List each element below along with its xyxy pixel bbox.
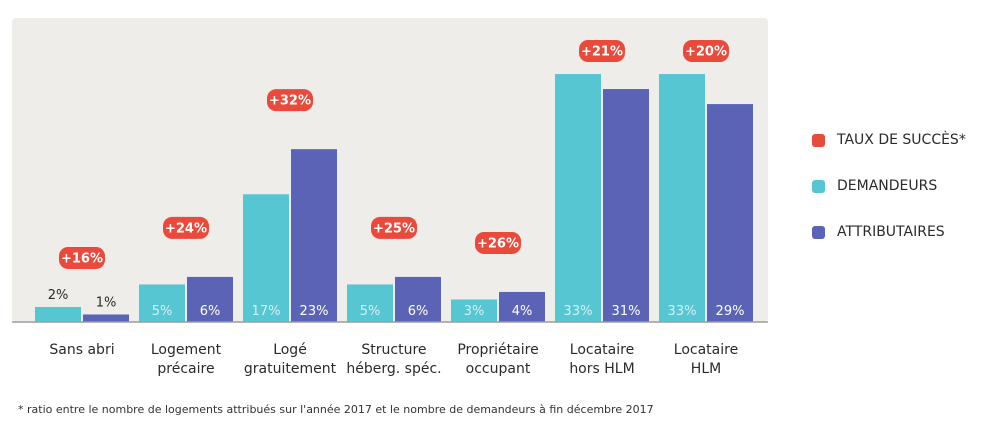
value-label-demandeurs-1: 5%	[152, 304, 173, 319]
bar-attributaires-2	[291, 149, 337, 322]
bar-attributaires-3	[395, 276, 441, 322]
legend-item-success-rate: TAUX DE SUCCÈS*	[812, 128, 966, 152]
bar-attributaires-1	[187, 276, 233, 322]
bar-chart: 2% 1% +16% Sans abri 5% 6% +24% Logement précair…	[12, 18, 768, 377]
bar-attributaires-4	[499, 291, 545, 322]
category-label-4: Propriétaire occupant	[457, 342, 538, 377]
bar-demandeurs-6	[659, 74, 705, 323]
value-label-demandeurs-5: 33%	[564, 304, 593, 319]
success-rate-badge-4	[475, 231, 521, 254]
legend-label: ATTRIBUTAIRES	[837, 224, 945, 240]
category-label-0: Sans abri	[49, 342, 114, 358]
success-rate-badge-1	[163, 216, 209, 239]
legend-label: TAUX DE SUCCÈS*	[837, 132, 966, 148]
success-rate-badge-2	[267, 89, 313, 112]
bar-demandeurs-4	[451, 299, 497, 322]
plot-background	[12, 18, 768, 322]
success-rate-label-0: +16%	[61, 251, 103, 266]
bar-demandeurs-3	[347, 284, 393, 322]
bar-demandeurs-0	[35, 306, 81, 322]
success-rate-badge-3	[371, 216, 417, 239]
legend-swatch	[812, 179, 825, 193]
legend-item-applicants: DEMANDEURS	[812, 174, 966, 198]
success-rate-label-4: +26%	[477, 236, 519, 251]
bar-demandeurs-1	[139, 284, 185, 322]
value-label-attributaires-5: 31%	[612, 304, 641, 319]
value-label-attributaires-1: 6%	[200, 304, 221, 319]
category-label-2: Logé gratuitement	[244, 342, 337, 377]
success-rate-label-5: +21%	[581, 45, 623, 60]
legend: TAUX DE SUCCÈS* DEMANDEURS ATTRIBUTAIRES	[812, 128, 966, 266]
success-rate-label-6: +20%	[685, 45, 727, 60]
category-label-5: Locataire hors HLM	[569, 342, 634, 377]
legend-item-allocatees: ATTRIBUTAIRES	[812, 220, 966, 244]
bars-layer	[35, 74, 753, 323]
category-label-3: Structure héberg. spéc.	[346, 342, 441, 377]
bar-attributaires-0	[83, 314, 129, 322]
success-rate-badge-0	[59, 246, 105, 269]
footnote: * ratio entre le nombre de logements att…	[18, 403, 654, 416]
legend-swatch	[812, 133, 825, 147]
category-label-1: Logement précaire	[151, 342, 222, 377]
value-label-demandeurs-6: 33%	[668, 304, 697, 319]
bar-attributaires-5	[603, 89, 649, 322]
bar-demandeurs-5	[555, 74, 601, 323]
value-label-attributaires-2: 23%	[300, 304, 329, 319]
category-label-6: Locataire HLM	[674, 342, 738, 377]
labels-layer: 2% 1% +16% Sans abri 5% 6% +24% Logement précair…	[48, 40, 745, 377]
value-label-demandeurs-4: 3%	[464, 304, 485, 319]
legend-label: DEMANDEURS	[837, 178, 938, 194]
value-label-demandeurs-0: 2%	[48, 288, 69, 303]
success-rate-label-1: +24%	[165, 221, 207, 236]
success-rate-label-3: +25%	[373, 221, 415, 236]
value-label-demandeurs-3: 5%	[360, 304, 381, 319]
success-rate-badge-5	[579, 40, 625, 62]
bar-demandeurs-2	[243, 194, 289, 322]
success-rate-badge-6	[683, 40, 729, 62]
success-rate-label-2: +32%	[269, 94, 311, 109]
legend-swatch	[812, 225, 825, 239]
value-label-attributaires-4: 4%	[512, 304, 533, 319]
value-label-attributaires-0: 1%	[96, 295, 117, 310]
bar-attributaires-6	[707, 104, 753, 322]
value-label-attributaires-3: 6%	[408, 304, 429, 319]
value-label-demandeurs-2: 17%	[252, 304, 281, 319]
value-label-attributaires-6: 29%	[716, 304, 745, 319]
